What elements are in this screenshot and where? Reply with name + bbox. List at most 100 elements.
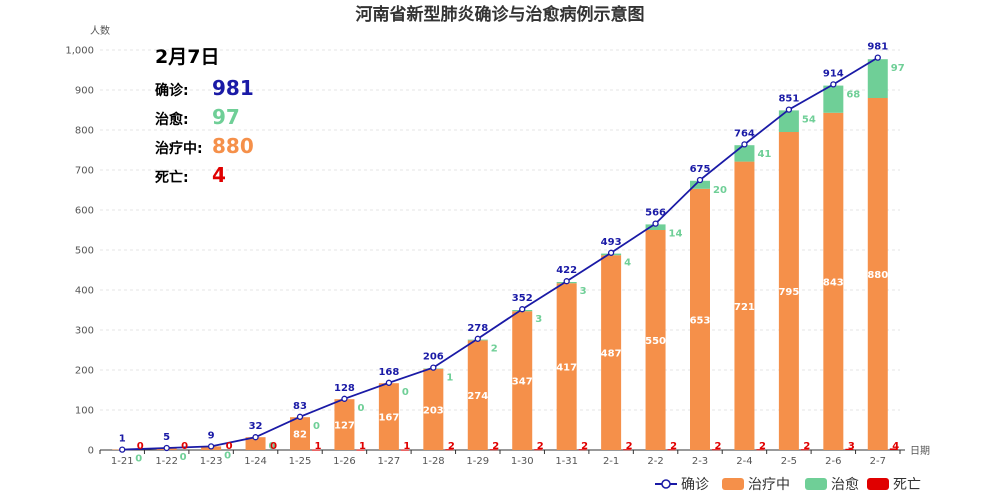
bar-cured [778,110,799,132]
label-confirmed: 1 [119,434,126,445]
summary-confirmed-label: 确诊: [155,83,189,99]
bar-cured [734,145,755,162]
point-confirmed [163,444,170,452]
point-confirmed [341,395,348,402]
label-confirmed: 675 [690,164,711,175]
label-treating: 653 [690,315,711,326]
label-death: 2 [448,441,455,452]
label-death: 1 [359,441,366,452]
legend-item[interactable]: 治疗中 [722,477,790,493]
label-cured: 0 [135,454,142,465]
point-confirmed [607,249,615,256]
x-axis-label: 日期 [910,445,930,457]
bar-cured [867,59,888,98]
label-death: 2 [537,441,544,452]
label-confirmed: 914 [823,68,844,79]
bar-treating [823,112,844,451]
y-tick-label: 500 [75,246,94,257]
bar-treating [778,132,799,450]
bar-death [667,449,676,451]
label-confirmed: 493 [601,237,622,248]
bar-treating [467,340,488,450]
bar-death [534,449,543,451]
x-tick-label: 1-26 [333,456,356,467]
bar-treating [556,283,577,450]
point-confirmed [652,220,659,227]
label-cured: 0 [313,421,320,432]
label-confirmed: 128 [334,383,355,394]
label-death: 0 [226,441,233,452]
bar-death [312,449,320,451]
label-confirmed: 352 [512,293,533,304]
summary-confirmed-row: 确诊: 981 [155,76,254,105]
x-tick-label: 2-3 [692,456,708,467]
legend-swatch [722,478,744,490]
summary-treating-value: 880 [212,134,254,158]
label-cured: 0 [402,387,409,398]
y-axis: 0 100 200 300 400 500 600 700 800 900 1,000 [65,46,94,457]
point-confirmed [252,434,259,441]
point-confirmed [874,54,881,61]
legend-swatch [661,479,671,489]
bar-treating [734,161,755,450]
bar-death [489,449,498,451]
x-tick-label: 2-4 [736,456,752,467]
bar-treating [378,383,399,450]
point-confirmed [741,141,748,148]
point-confirmed [830,81,837,88]
summary-confirmed-value: 981 [212,76,254,100]
label-treating: 347 [512,377,533,388]
label-confirmed: 764 [734,128,755,139]
label-treating: 487 [601,349,622,360]
point-confirmed [519,306,526,313]
label-death: 1 [403,441,410,452]
x-tick-label: 1-31 [555,456,578,467]
bar-death [889,448,898,450]
y-tick-label: 800 [75,126,94,137]
y-tick-label: 0 [88,446,94,457]
bar-death [578,449,587,451]
x-tick-label: 2-5 [781,456,797,467]
summary-death-row: 死亡: 4 [155,163,254,192]
point-confirmed [696,176,704,184]
x-tick-label: 1-30 [511,456,534,467]
x-tick-label: 1-27 [378,456,401,467]
label-death: 3 [848,441,855,452]
label-cured: 2 [491,344,498,355]
label-death: 0 [181,441,188,452]
label-death: 1 [315,441,322,452]
label-cured: 0 [357,403,364,414]
y-tick-label: 200 [75,366,94,377]
legend-item[interactable]: 死亡 [867,477,921,493]
y-tick-label: 300 [75,326,94,337]
legend-item[interactable]: 治愈 [805,477,859,493]
data-labels: 1005009003200838201128127011681670120620… [119,42,905,465]
label-confirmed: 566 [645,208,666,219]
bar-death [712,449,720,451]
label-confirmed: 422 [556,265,577,276]
bar-treating [645,230,666,450]
label-confirmed: 5 [163,432,170,443]
label-cured: 41 [757,149,771,160]
label-death: 0 [270,441,277,452]
point-confirmed [430,364,437,371]
label-confirmed: 9 [208,430,215,441]
point-confirmed [119,446,126,453]
label-treating: 550 [645,336,666,347]
legend-label: 死亡 [893,477,921,493]
grid-lines [100,49,900,411]
bar-death [845,448,854,450]
line-confirmed [122,56,879,451]
label-treating: 274 [467,391,488,402]
bar-treating [245,437,266,450]
legend-swatch [867,478,889,490]
legend[interactable]: 确诊 治疗中 治愈 死亡 [655,477,921,493]
label-treating: 417 [556,363,577,374]
x-tick-label: 2-1 [603,456,619,467]
label-death: 0 [137,441,144,452]
label-cured: 0 [269,441,276,452]
label-treating: 82 [293,430,307,441]
label-death: 2 [626,441,633,452]
legend-item[interactable]: 确诊 [655,477,709,493]
bar-treating [867,98,888,450]
